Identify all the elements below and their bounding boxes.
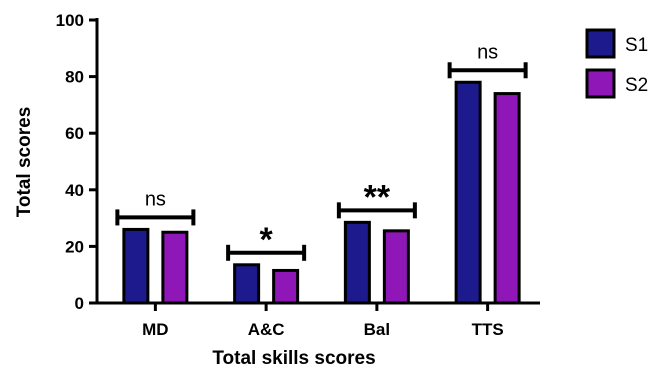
y-tick-label: 100 [56, 11, 84, 30]
legend-label-s1: S1 [625, 35, 648, 56]
y-axis-title: Total scores [14, 107, 35, 218]
bar-s1 [233, 263, 261, 305]
x-axis-title: Total skills scores [212, 348, 375, 369]
y-tick-label: 60 [65, 124, 84, 143]
y-tick-label: 0 [75, 294, 84, 313]
y-tick-label: 40 [65, 181, 84, 200]
bar-s1 [343, 220, 371, 305]
x-tick-label: MD [142, 320, 168, 339]
significance-label: ns [145, 188, 166, 210]
bar-s1 [122, 227, 150, 305]
bar-s2 [161, 230, 189, 305]
legend-swatch-s2 [585, 68, 616, 99]
y-tick-label: 80 [65, 68, 84, 87]
significance-label: ns [477, 41, 498, 63]
legend-swatch-s1 [585, 28, 616, 59]
bar-s2 [493, 92, 521, 305]
bar-s2 [272, 268, 300, 305]
significance-label: * [260, 221, 274, 259]
significance-label: ** [364, 178, 391, 216]
bar-s2 [382, 229, 410, 305]
y-tick-label: 20 [65, 237, 84, 256]
x-tick-label: Bal [364, 320, 390, 339]
x-tick-label: TTS [472, 320, 504, 339]
x-tick-label: A&C [248, 320, 285, 339]
bar-s1 [454, 80, 482, 305]
legend-label-s2: S2 [625, 75, 648, 96]
